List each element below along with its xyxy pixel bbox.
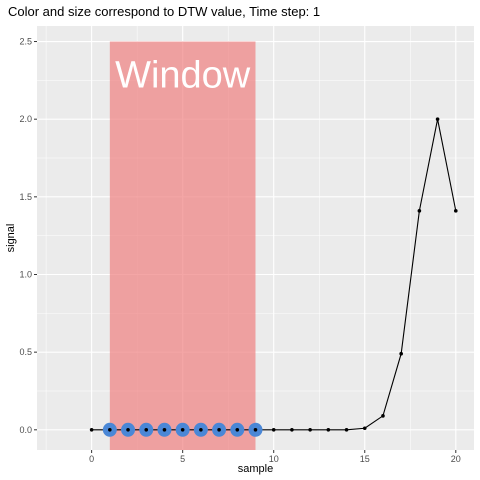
signal-point (253, 428, 258, 432)
x-tick-label: 0 (89, 454, 94, 464)
y-tick-label: 1.5 (19, 192, 32, 202)
chart-title: Color and size correspond to DTW value, … (8, 4, 320, 19)
signal-point (417, 209, 422, 213)
x-axis-label: sample (238, 463, 273, 475)
signal-point (89, 428, 94, 432)
signal-point (180, 428, 185, 432)
x-axis-ticks: 0 5 10 15 20 (89, 450, 461, 464)
signal-point (344, 428, 349, 432)
signal-point (162, 428, 167, 432)
y-tick-label: 1.0 (19, 269, 32, 279)
x-tick-label: 15 (360, 454, 370, 464)
signal-points-layer (89, 117, 458, 432)
y-tick-label: 0.0 (19, 425, 32, 435)
signal-point (199, 428, 203, 432)
signal-point (217, 428, 221, 432)
signal-point (381, 414, 385, 418)
signal-point (362, 426, 367, 431)
signal-point (308, 428, 312, 432)
signal-point (290, 428, 294, 432)
signal-point (271, 428, 276, 432)
y-tick-label: 2.5 (19, 37, 32, 47)
signal-point (108, 428, 112, 432)
y-axis-label: signal (5, 224, 17, 253)
y-axis-ticks: 0.0 0.5 1.0 1.5 2.0 2.5 (19, 37, 37, 435)
signal-point (235, 428, 240, 432)
x-tick-label: 5 (180, 454, 185, 464)
window-label: Window (115, 55, 251, 97)
x-tick-label: 10 (269, 454, 279, 464)
signal-point (126, 428, 130, 432)
signal-point (399, 351, 403, 356)
dtw-points-layer (102, 422, 263, 437)
y-tick-label: 0.5 (19, 347, 32, 357)
signal-point (144, 428, 149, 432)
signal-point (435, 117, 440, 121)
window-rect (109, 41, 256, 451)
x-tick-label: 20 (451, 454, 461, 464)
signal-point (453, 209, 458, 213)
signal-point (326, 428, 331, 432)
y-tick-label: 2.0 (19, 114, 32, 124)
